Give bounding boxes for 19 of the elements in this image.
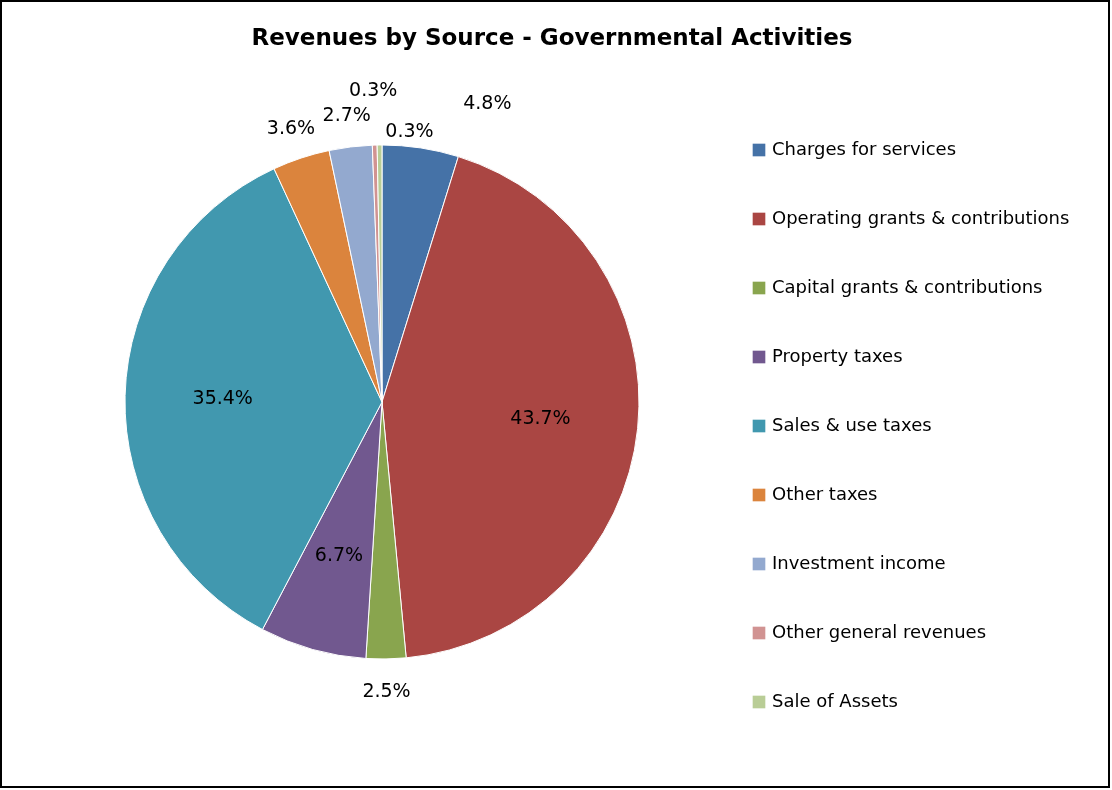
legend-label: Investment income [772,552,946,573]
legend-label: Sales & use taxes [772,414,932,435]
legend-label: Property taxes [772,345,903,366]
data-label: 6.7% [314,543,364,566]
data-label: 4.8% [463,91,512,114]
data-label: 35.4% [192,386,253,408]
data-label: 0.3% [349,78,398,101]
data-label: 2.5% [362,678,411,701]
data-label: 43.7% [510,406,571,429]
legend-label: Other general revenues [772,621,987,642]
legend-label: Other taxes [772,483,878,504]
data-label: 2.7% [322,103,371,126]
chart-title: Revenues by Source - Governmental Activities [251,24,853,50]
legend-label: Operating grants & contributions [772,207,1070,228]
legend-label: Capital grants & contributions [772,276,1043,297]
legend-label: Sale of Assets [772,690,898,711]
data-label: 0.3% [385,119,434,142]
data-label: 3.6% [266,115,316,138]
legend-label: Charges for services [772,138,957,159]
